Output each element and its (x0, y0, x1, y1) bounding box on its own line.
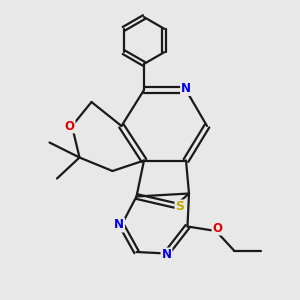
Text: N: N (114, 218, 124, 232)
Text: S: S (176, 200, 184, 214)
Text: O: O (64, 119, 75, 133)
Text: N: N (161, 248, 172, 262)
Text: N: N (181, 82, 191, 95)
Text: O: O (212, 221, 223, 235)
